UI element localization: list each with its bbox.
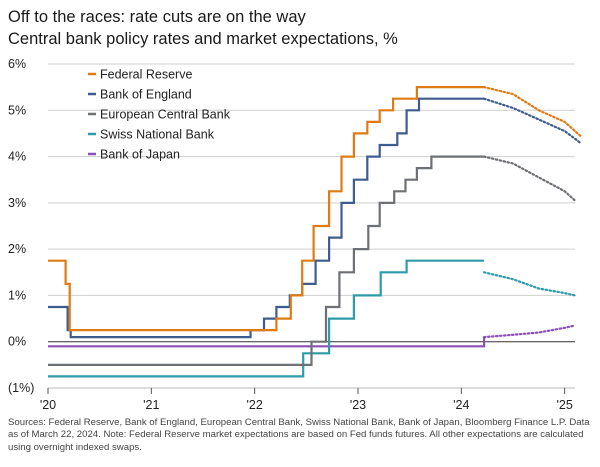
series-expected-bank-of-england	[483, 97, 582, 144]
title-block: Off to the races: rate cuts are on the w…	[8, 6, 398, 50]
chart-subtitle: Central bank policy rates and market exp…	[8, 30, 398, 48]
y-tick-label: 2%	[8, 242, 26, 256]
footnote: Sources: Federal Reserve, Bank of Englan…	[8, 417, 590, 453]
legend-label: Bank of England	[100, 88, 192, 102]
x-tick-label: '23	[350, 398, 366, 412]
y-tick-label: 1%	[8, 288, 26, 302]
x-tick-label: '24	[453, 398, 469, 412]
x-tick-label: '25	[557, 398, 573, 412]
series-line-federal-reserve	[48, 85, 485, 332]
y-tick-label: 6%	[8, 57, 26, 71]
series-expected-bank-of-japan	[483, 324, 577, 339]
series-expected-swiss-national-bank	[483, 271, 577, 297]
y-tick-label: 0%	[8, 335, 26, 349]
y-tick-label: (1%)	[8, 381, 34, 395]
x-tick-label: '22	[247, 398, 263, 412]
series-expected-european-central-bank	[483, 155, 577, 202]
series-expected-federal-reserve	[483, 85, 582, 137]
series-line-bank-of-japan	[48, 337, 486, 348]
x-tick-label: '21	[143, 398, 159, 412]
y-tick-label: 3%	[8, 196, 26, 210]
legend-label: Bank of Japan	[100, 148, 180, 162]
legend-label: Federal Reserve	[100, 68, 192, 82]
legend-label: Swiss National Bank	[100, 128, 215, 142]
series-line-european-central-bank	[48, 155, 485, 366]
y-tick-label: 4%	[8, 150, 26, 164]
y-tick-label: 5%	[8, 103, 26, 117]
series-line-bank-of-england	[48, 97, 485, 339]
x-tick-label: '20	[40, 398, 56, 412]
legend-label: European Central Bank	[100, 108, 231, 122]
chart-title: Off to the races: rate cuts are on the w…	[8, 8, 306, 26]
series-line-swiss-national-bank	[48, 259, 485, 378]
